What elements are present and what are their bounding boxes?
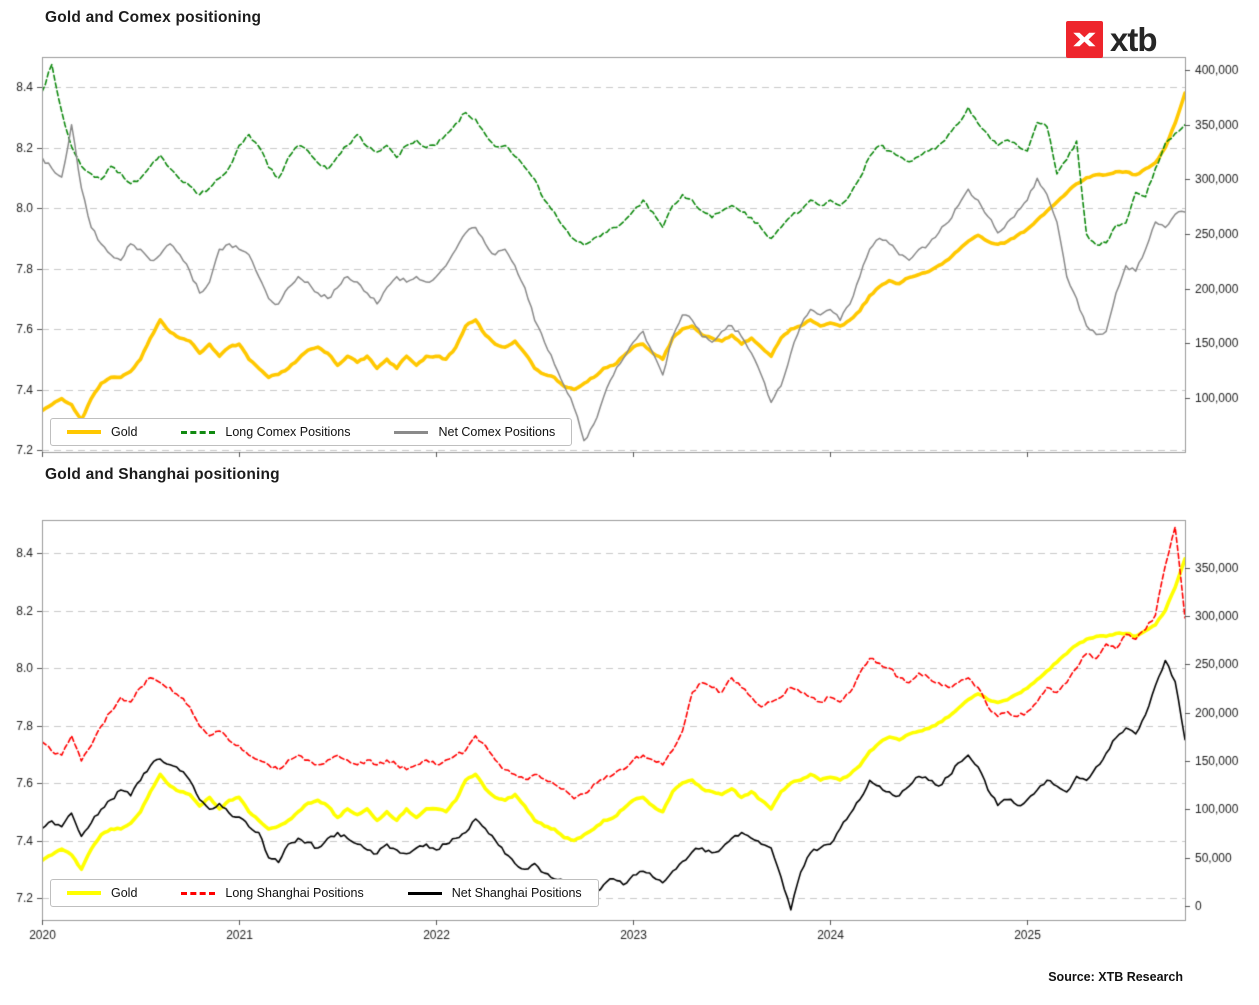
- xtb-logo-text: xtb: [1110, 21, 1157, 58]
- gold-line-swatch: [67, 891, 101, 895]
- legend-label: Long Comex Positions: [225, 425, 351, 439]
- shanghai-chart-title: Gold and Shanghai positioning: [45, 466, 280, 483]
- legend-label: Net Shanghai Positions: [451, 886, 582, 900]
- long-shanghai-line-swatch: [181, 891, 216, 895]
- legend-item-long-shanghai: Long Shanghai Positions: [181, 886, 364, 900]
- comex-chart-title: Gold and Comex positioning: [45, 9, 262, 26]
- long-comex-line-swatch: [181, 430, 216, 434]
- xtb-x-icon: [1071, 26, 1098, 53]
- legend-label: Gold: [111, 886, 138, 900]
- legend-label: Long Shanghai Positions: [225, 886, 364, 900]
- legend-item-long-comex: Long Comex Positions: [181, 425, 350, 439]
- legend-item-net-shanghai: Net Shanghai Positions: [407, 886, 582, 900]
- xtb-logo: xtb: [1066, 21, 1157, 58]
- net-comex-line-swatch: [394, 430, 429, 434]
- xtb-logo-box: [1066, 21, 1103, 58]
- legend-label: Gold: [111, 425, 138, 439]
- net-shanghai-line-swatch: [407, 891, 442, 895]
- gold-line-swatch: [67, 430, 101, 434]
- comex-legend: Gold Long Comex Positions Net Comex Posi…: [50, 418, 573, 446]
- legend-item-gold: Gold: [67, 886, 137, 900]
- shanghai-legend: Gold Long Shanghai Positions Net Shangha…: [50, 879, 599, 907]
- legend-item-gold: Gold: [67, 425, 137, 439]
- source-note: Source: XTB Research: [1048, 970, 1183, 984]
- legend-item-net-comex: Net Comex Positions: [394, 425, 555, 439]
- legend-label: Net Comex Positions: [438, 425, 556, 439]
